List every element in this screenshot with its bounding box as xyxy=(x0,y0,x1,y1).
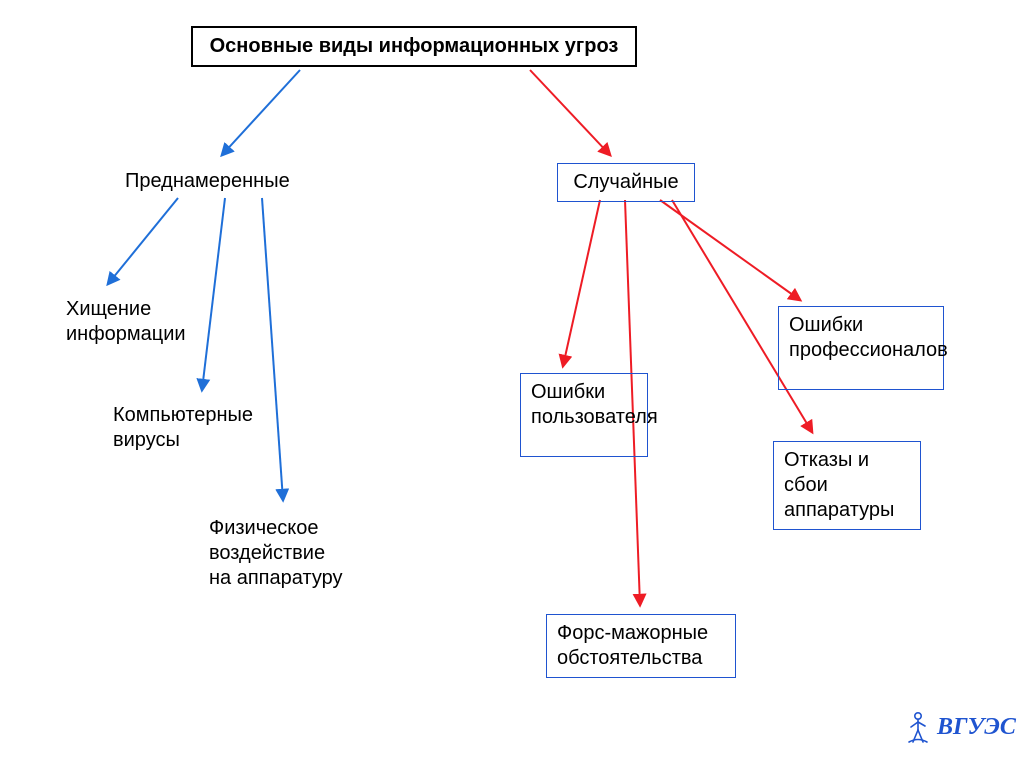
theft-label: Хищение информации xyxy=(56,291,180,369)
random-box: Случайные xyxy=(557,163,695,202)
arrow xyxy=(202,198,225,390)
logo-figure-icon xyxy=(905,710,931,744)
title-box: Основные виды информационных угроз xyxy=(191,26,637,67)
viruses-label: Компьютерные вирусы xyxy=(103,397,255,459)
logo-text: ВГУЭС xyxy=(937,714,1016,741)
arrow xyxy=(222,70,300,155)
pro-errors-box: Ошибки профессионалов xyxy=(778,306,944,390)
vgues-logo: ВГУЭС xyxy=(905,710,1016,744)
diagram-canvas: Основные виды информационных угроз Предн… xyxy=(0,0,1024,768)
arrow xyxy=(660,200,800,300)
force-majeure-box: Форс-мажорные обстоятельства xyxy=(546,614,736,678)
arrow xyxy=(563,200,600,366)
physical-label: Физическое воздействие на аппаратуру xyxy=(199,510,361,597)
user-errors-box: Ошибки пользователя xyxy=(520,373,648,457)
arrow xyxy=(108,198,178,284)
hw-failures-box: Отказы и сбои аппаратуры xyxy=(773,441,921,530)
arrow xyxy=(262,198,283,500)
arrow xyxy=(530,70,610,155)
intentional-label: Преднамеренные xyxy=(115,163,305,200)
